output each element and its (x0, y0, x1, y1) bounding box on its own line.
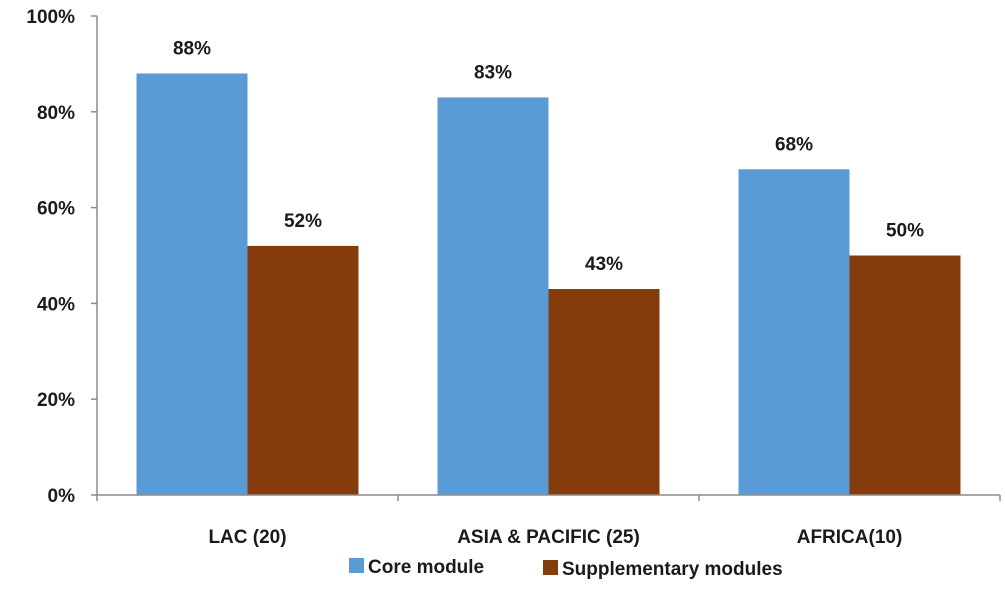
legend: Core module Supplementary modules (349, 557, 783, 580)
data-label: 68% (775, 134, 813, 155)
data-label: 52% (284, 211, 322, 232)
data-label: 50% (886, 221, 924, 242)
data-label: 88% (173, 38, 211, 59)
bar-core (136, 73, 248, 495)
y-tick-label: 100% (26, 7, 75, 28)
category-label: AFRICA(10) (797, 527, 903, 548)
legend-swatch (349, 558, 364, 573)
bar-supplementary (548, 289, 660, 495)
data-label: 83% (474, 62, 512, 83)
bar-supplementary (247, 245, 359, 495)
legend-swatch (543, 560, 558, 575)
bar-core (738, 169, 850, 495)
legend-label: Core module (368, 557, 484, 578)
y-tick-label: 20% (37, 390, 75, 411)
category-label: ASIA & PACIFIC (25) (457, 527, 640, 548)
bars: 88% 52% 83% 43% 68% 50% (136, 38, 961, 496)
bar-supplementary (849, 255, 961, 495)
legend-label: Supplementary modules (562, 559, 783, 580)
y-tick-label: 40% (37, 294, 75, 315)
bar-core (437, 97, 549, 496)
x-axis: LAC (20) ASIA & PACIFIC (25) AFRICA(10) (96, 494, 1001, 548)
y-tick-label: 60% (37, 199, 75, 220)
y-tick-label: 80% (37, 103, 75, 124)
category-label: LAC (20) (208, 527, 286, 548)
y-tick-label: 0% (48, 486, 76, 507)
data-label: 43% (585, 254, 623, 275)
y-axis: 0% 20% 40% 60% 80% 100% (26, 7, 98, 507)
